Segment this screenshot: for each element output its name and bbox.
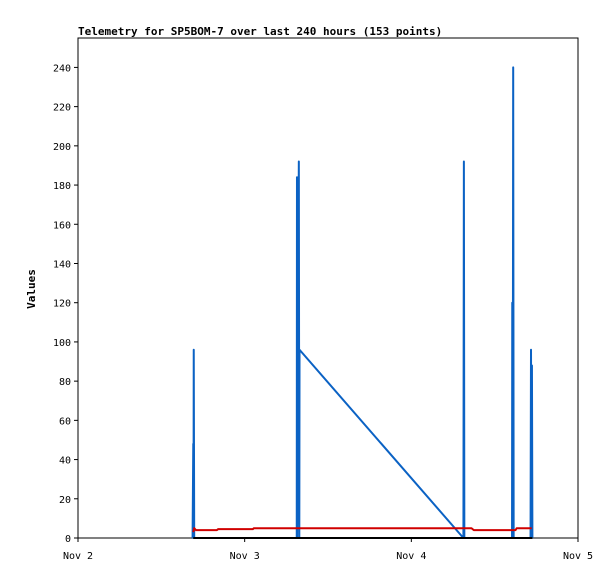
chart-title: Telemetry for SP5BOM-7 over last 240 hou… [78, 25, 442, 38]
series-line-1 [191, 66, 534, 539]
y-axis-label: Values [25, 269, 38, 309]
y-tick-label: 200 [53, 142, 71, 153]
y-tick-label: 240 [53, 63, 71, 74]
y-tick-label: 40 [59, 456, 71, 467]
y-tick-label: 0 [65, 534, 71, 545]
series-layer [191, 66, 534, 539]
x-tick-label: Nov 5 [563, 551, 593, 562]
y-tick-label: 140 [53, 259, 71, 270]
x-tick-label: Nov 2 [63, 551, 93, 562]
series-line-2 [192, 527, 532, 533]
y-tick-label: 100 [53, 338, 71, 349]
y-tick-label: 220 [53, 103, 71, 114]
x-tick-label: Nov 4 [396, 551, 426, 562]
y-tick-label: 180 [53, 181, 71, 192]
y-tick-label: 60 [59, 416, 71, 427]
x-tick-label: Nov 3 [230, 551, 260, 562]
plot-area [77, 37, 579, 539]
y-tick-label: 160 [53, 220, 71, 231]
x-axis: Nov 2 Nov 3 Nov 4 Nov 5 [63, 538, 593, 562]
y-axis: 0 20 40 60 80 100 120 140 160 180 200 220 240 [53, 63, 78, 545]
y-tick-label: 120 [53, 299, 71, 310]
y-tick-label: 20 [59, 495, 71, 506]
y-tick-label: 80 [59, 377, 71, 388]
